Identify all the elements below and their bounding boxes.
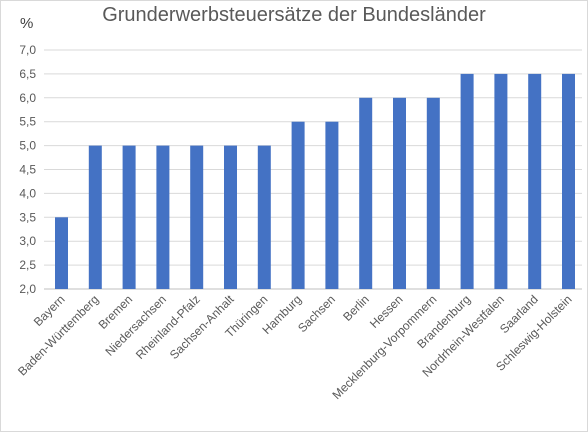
bar: [393, 97, 406, 289]
bar: [562, 73, 575, 290]
y-tick-label: 7,0: [19, 43, 36, 57]
y-tick-label: 5,0: [19, 139, 36, 153]
y-tick-label: 2,5: [19, 258, 36, 272]
bar: [224, 145, 237, 289]
y-tick-label: 6,5: [19, 67, 36, 81]
bar: [460, 73, 474, 290]
y-tick-label: 4,0: [19, 186, 36, 200]
bar: [291, 121, 305, 289]
y-tick-label: 3,5: [19, 210, 36, 224]
bar: [494, 73, 508, 290]
bar: [190, 145, 204, 289]
y-tick-label: 4,5: [19, 163, 36, 177]
bar: [325, 121, 339, 289]
y-tick-labels: 2,0 2,5 3,0 3,5 4,0 4,5 5,0 5,5 6,0 6,5 7,0: [19, 43, 36, 296]
bar: [156, 145, 170, 289]
chart-title: Grunderwerbsteuersätze der Bundesländer: [102, 4, 486, 26]
bar: [55, 217, 68, 289]
bar: [426, 97, 440, 289]
x-tick-label: Berlin: [340, 292, 372, 324]
bars: [55, 73, 575, 290]
y-axis-label: %: [20, 15, 34, 32]
y-tick-label: 3,0: [19, 234, 36, 248]
x-tick-label: Sachsen: [295, 292, 338, 335]
bar: [257, 145, 271, 289]
y-tick-label: 5,5: [19, 115, 36, 129]
bar: [528, 73, 542, 290]
bar: [359, 97, 373, 289]
x-tick-labels: BayernBaden-WürttembergBremenNiedersachs…: [15, 292, 575, 402]
y-tick-label: 2,0: [19, 282, 36, 296]
y-tick-label: 6,0: [19, 91, 36, 105]
bar: [88, 145, 102, 289]
bar: [122, 145, 136, 289]
